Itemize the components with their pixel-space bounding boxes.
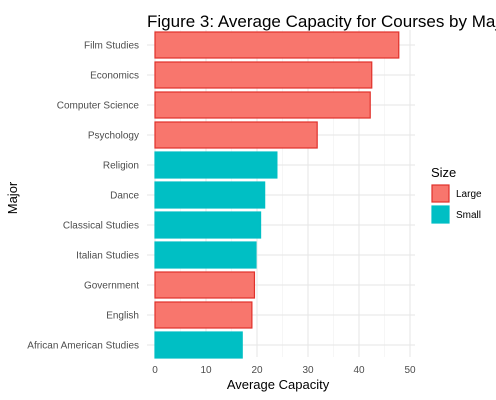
y-tick-label: Italian Studies <box>76 251 139 262</box>
y-tick-label: African American Studies <box>27 341 139 352</box>
y-tick-label: Government <box>84 281 139 292</box>
x-tick-label: 50 <box>404 365 416 376</box>
legend-label: Small <box>456 210 481 221</box>
legend: Size Large Small <box>431 165 482 224</box>
y-tick-label: Dance <box>110 191 139 202</box>
y-tick-label: Classical Studies <box>63 221 139 232</box>
bar <box>154 301 253 329</box>
y-tick-label: Economics <box>90 71 139 82</box>
bar <box>154 331 243 359</box>
legend-key <box>431 184 450 203</box>
bar <box>154 151 278 179</box>
legend-key <box>431 205 450 224</box>
legend-label: Large <box>456 189 482 200</box>
bar <box>154 121 318 149</box>
y-tick-label: Psychology <box>88 131 139 142</box>
bar <box>154 61 373 89</box>
x-tick-label: 40 <box>353 365 365 376</box>
bar <box>154 91 371 119</box>
y-tick-label: Film Studies <box>84 41 139 52</box>
x-tick-labels: 0 10 20 30 40 50 <box>152 365 416 376</box>
y-tick-labels: Film Studies Economics Computer Science Psy… <box>27 41 139 352</box>
y-tick-label: Religion <box>103 161 139 172</box>
y-tick-label: Computer Science <box>57 101 140 112</box>
bar <box>154 271 256 299</box>
legend-title: Size <box>431 165 456 180</box>
x-tick-label: 0 <box>152 365 158 376</box>
y-tick-label: English <box>106 311 139 322</box>
y-axis-title: Major <box>5 181 20 214</box>
chart-title: Figure 3: Average Capacity for Courses b… <box>147 12 496 31</box>
x-tick-label: 20 <box>251 365 263 376</box>
bar <box>154 181 266 209</box>
x-axis-title: Average Capacity <box>227 377 330 392</box>
bar <box>154 241 257 269</box>
x-tick-label: 30 <box>302 365 314 376</box>
bar <box>154 31 400 59</box>
bar <box>154 211 262 239</box>
bars-group <box>154 31 400 359</box>
x-tick-label: 10 <box>200 365 212 376</box>
